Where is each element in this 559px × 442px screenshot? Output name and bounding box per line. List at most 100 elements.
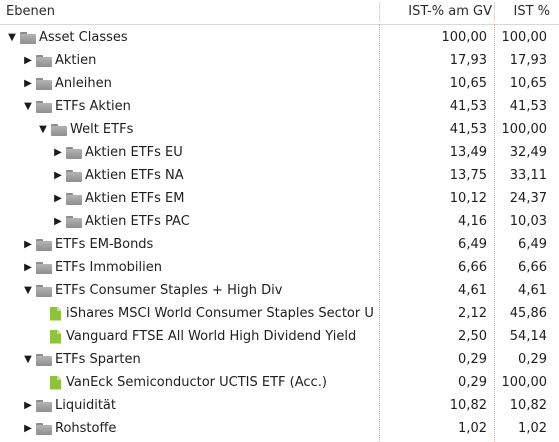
security-icon	[50, 375, 61, 390]
tree-row[interactable]: ▶ Aktien ETFs EU 13,49 32,49	[0, 141, 559, 164]
ist-gv-value: 4,61	[458, 283, 487, 298]
ist-value: 4,61	[518, 283, 547, 298]
folder-icon	[36, 77, 52, 90]
tree-row[interactable]: ▶ ETFs EM-Bonds 6,49 6,49	[0, 233, 559, 256]
expand-arrow-icon[interactable]: ▶	[54, 170, 62, 181]
row-label: Aktien ETFs EU	[85, 145, 183, 160]
tree-row[interactable]: ▼ ETFs Aktien 41,53 41,53	[0, 95, 559, 118]
ist-value: 33,11	[509, 168, 547, 183]
tree-row[interactable]: ▼ Asset Classes 100,00 100,00	[0, 26, 559, 49]
expand-arrow-icon[interactable]: ▶	[54, 147, 62, 158]
expand-arrow-icon[interactable]: ▼	[8, 32, 16, 43]
header-ist-gv[interactable]: IST-% am GV	[408, 4, 492, 19]
ist-gv-value: 6,49	[458, 237, 487, 252]
ist-value: 1,02	[518, 421, 547, 436]
ist-value: 100,00	[501, 30, 548, 45]
expand-arrow-icon[interactable]: ▶	[24, 400, 32, 411]
tree-row[interactable]: ▶ Aktien ETFs EM 10,12 24,37	[0, 187, 559, 210]
tree-row[interactable]: ▶ Aktien ETFs PAC 4,16 10,03	[0, 210, 559, 233]
tree-row[interactable]: ▼ Welt ETFs 41,53 100,00	[0, 118, 559, 141]
ist-gv-value: 13,75	[449, 168, 487, 183]
tree-row[interactable]: iShares MSCI World Consumer Staples Sect…	[0, 302, 559, 325]
tree-row[interactable]: ▶ Anleihen 10,65 10,65	[0, 72, 559, 95]
ist-value: 24,37	[509, 191, 547, 206]
ist-value: 0,29	[518, 352, 547, 367]
tree-row[interactable]: ▶ Aktien 17,93 17,93	[0, 49, 559, 72]
tree-row[interactable]: ▶ Liquidität 10,82 10,82	[0, 394, 559, 417]
folder-icon	[66, 169, 82, 182]
folder-icon	[36, 422, 52, 435]
tree-row[interactable]: ▶ Rohstoffe 1,02 1,02	[0, 417, 559, 440]
ist-value: 17,93	[509, 53, 547, 68]
ist-value: 6,49	[518, 237, 547, 252]
header-divider[interactable]	[494, 2, 495, 22]
ist-value: 6,66	[518, 260, 547, 275]
tree-row[interactable]: VanEck Semiconductor UCTIS ETF (Acc.) 0,…	[0, 371, 559, 394]
ist-gv-value: 41,53	[449, 99, 487, 114]
tree-row[interactable]: ▼ ETFs Sparten 0,29 0,29	[0, 348, 559, 371]
expand-arrow-icon[interactable]: ▶	[24, 78, 32, 89]
row-label: Aktien	[55, 53, 97, 68]
security-icon	[50, 306, 61, 321]
row-label: Liquidität	[55, 398, 116, 413]
ist-gv-value: 10,12	[449, 191, 487, 206]
folder-icon	[66, 146, 82, 159]
ist-gv-value: 0,29	[458, 352, 487, 367]
ist-value: 45,86	[509, 306, 547, 321]
header-divider[interactable]	[379, 2, 380, 22]
ist-value: 54,14	[509, 329, 547, 344]
expand-arrow-icon[interactable]: ▼	[24, 101, 32, 112]
column-gridline	[494, 24, 495, 442]
tree-row[interactable]: ▶ Aktien ETFs NA 13,75 33,11	[0, 164, 559, 187]
header-ist-percent[interactable]: IST %	[513, 4, 550, 19]
folder-icon	[66, 215, 82, 228]
row-label: Vanguard FTSE All World High Dividend Yi…	[66, 329, 357, 344]
ist-value: 32,49	[509, 145, 547, 160]
row-label: ETFs Consumer Staples + High Div	[55, 283, 283, 298]
expand-arrow-icon[interactable]: ▶	[24, 239, 32, 250]
ist-value: 10,82	[509, 398, 547, 413]
ist-gv-value: 100,00	[441, 30, 488, 45]
ist-gv-value: 0,29	[458, 375, 487, 390]
row-label: Aktien ETFs EM	[85, 191, 185, 206]
folder-icon	[20, 31, 36, 44]
tree-row[interactable]: ▼ ETFs Consumer Staples + High Div 4,61 4…	[0, 279, 559, 302]
ist-value: 10,65	[509, 76, 547, 91]
row-label: ETFs Sparten	[55, 352, 141, 367]
ist-gv-value: 1,02	[458, 421, 487, 436]
row-label: Asset Classes	[39, 30, 128, 45]
folder-icon	[66, 192, 82, 205]
folder-icon	[36, 238, 52, 251]
folder-icon	[36, 54, 52, 67]
tree-body: ▼ Asset Classes 100,00 100,00 ▶ Aktien 17,…	[0, 26, 559, 440]
header-ebenen[interactable]: Ebenen	[6, 4, 55, 19]
ist-gv-value: 2,12	[458, 306, 487, 321]
expand-arrow-icon[interactable]: ▶	[24, 262, 32, 273]
expand-arrow-icon[interactable]: ▶	[24, 55, 32, 66]
expand-arrow-icon[interactable]: ▶	[54, 193, 62, 204]
expand-arrow-icon[interactable]: ▶	[54, 216, 62, 227]
expand-arrow-icon[interactable]: ▼	[24, 354, 32, 365]
row-label: Rohstoffe	[55, 421, 117, 436]
expand-arrow-icon[interactable]: ▶	[24, 423, 32, 434]
tree-row[interactable]: Vanguard FTSE All World High Dividend Yi…	[0, 325, 559, 348]
column-header: Ebenen IST-% am GV IST %	[0, 0, 559, 25]
ist-gv-value: 10,65	[449, 76, 487, 91]
folder-icon	[36, 353, 52, 366]
row-label: iShares MSCI World Consumer Staples Sect…	[66, 306, 374, 321]
expand-arrow-icon[interactable]: ▼	[39, 124, 47, 135]
ist-gv-value: 2,50	[458, 329, 487, 344]
ist-gv-value: 17,93	[449, 53, 487, 68]
tree-row[interactable]: ▶ ETFs Immobilien 6,66 6,66	[0, 256, 559, 279]
expand-arrow-icon[interactable]: ▼	[24, 285, 32, 296]
row-label: Welt ETFs	[70, 122, 134, 137]
ist-value: 100,00	[501, 122, 548, 137]
ist-gv-value: 10,82	[449, 398, 487, 413]
row-label: Anleihen	[55, 76, 112, 91]
ist-gv-value: 6,66	[458, 260, 487, 275]
folder-icon	[36, 284, 52, 297]
row-label: VanEck Semiconductor UCTIS ETF (Acc.)	[66, 375, 327, 390]
security-icon	[50, 329, 61, 344]
ist-value: 100,00	[501, 375, 548, 390]
folder-icon	[36, 100, 52, 113]
